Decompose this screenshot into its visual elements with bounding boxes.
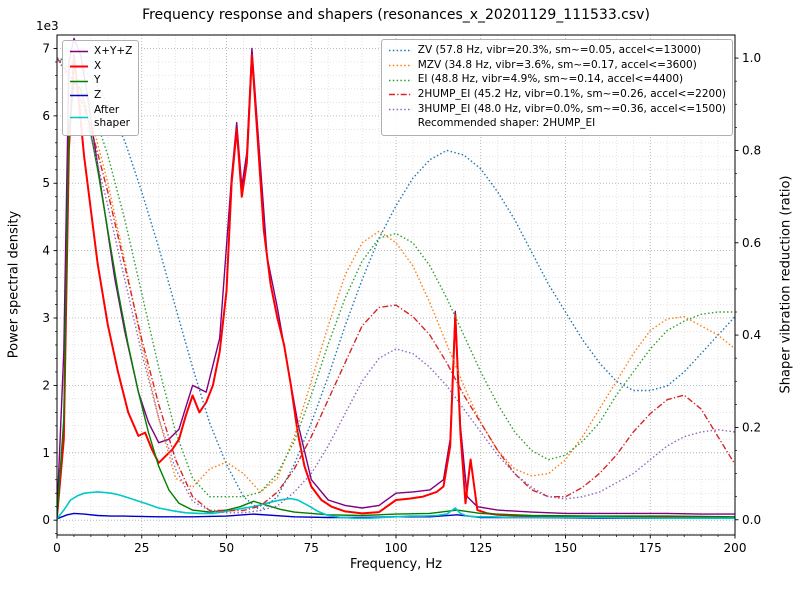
legend-label: EI (48.8 Hz, vibr=4.9%, sm~=0.14, accel<… bbox=[417, 73, 684, 86]
legend-item-z: Z bbox=[69, 89, 132, 103]
y-line-sample bbox=[70, 80, 88, 82]
mzv-line-sample bbox=[388, 64, 412, 67]
z-line-sample bbox=[70, 95, 88, 97]
legend-label: 2HUMP_EI (45.2 Hz, vibr=0.1%, sm~=0.26, … bbox=[417, 87, 726, 100]
legend-item-ei: EI (48.8 Hz, vibr=4.9%, sm~=0.14, accel<… bbox=[388, 73, 726, 87]
x-axis-label: Frequency, Hz bbox=[349, 557, 443, 572]
series-x-y-z-line bbox=[57, 37, 735, 515]
tick-label: 0.8 bbox=[742, 143, 761, 157]
series-after-shaper-line bbox=[57, 491, 735, 520]
tick-label: 0 bbox=[53, 541, 61, 555]
legend-psd: X+Y+Z X Y Z After shaper bbox=[62, 40, 140, 136]
tick-label: 0.4 bbox=[742, 328, 761, 342]
tick-label: 175 bbox=[639, 541, 662, 555]
legend-label: Y bbox=[94, 74, 101, 87]
legend-item: Recommended shaper: 2HUMP_EI bbox=[388, 117, 726, 131]
tick-label: 125 bbox=[469, 541, 492, 555]
ei-line-sample bbox=[388, 79, 412, 81]
legend-item-x-y-z: X+Y+Z bbox=[69, 45, 132, 59]
zv-line-sample bbox=[388, 50, 412, 52]
legend-label: 3HUMP_EI (48.0 Hz, vibr=0.0%, sm~=0.36, … bbox=[417, 102, 726, 115]
legend-item-2hump-ei: 2HUMP_EI (45.2 Hz, vibr=0.1%, sm~=0.26, … bbox=[388, 88, 726, 102]
y-axis-label-left: Power spectral density bbox=[6, 210, 22, 359]
legend-item-y: Y bbox=[69, 74, 132, 88]
3hump-ei-line-sample bbox=[388, 108, 412, 111]
legend-item-zv: ZV (57.8 Hz, vibr=20.3%, sm~=0.05, accel… bbox=[388, 44, 726, 58]
y-axis-offset-label: 1e3 bbox=[36, 19, 59, 33]
tick-label: 7 bbox=[42, 41, 50, 55]
legend-item-3hump-ei: 3HUMP_EI (48.0 Hz, vibr=0.0%, sm~=0.36, … bbox=[388, 103, 726, 117]
tick-label: 50 bbox=[219, 541, 234, 555]
tick-label: 100 bbox=[385, 541, 408, 555]
legend-item-mzv: MZV (34.8 Hz, vibr=3.6%, sm~=0.17, accel… bbox=[388, 59, 726, 73]
legend-label: After shaper bbox=[94, 103, 131, 130]
tick-label: 5 bbox=[42, 176, 50, 190]
x-y-z-line-sample bbox=[70, 51, 88, 53]
chart-title: Frequency response and shapers (resonanc… bbox=[142, 7, 650, 23]
tick-label: 2 bbox=[42, 378, 50, 392]
2hump-ei-line-sample bbox=[388, 93, 412, 96]
tick-label: 0.2 bbox=[742, 420, 761, 434]
legend-label: Recommended shaper: 2HUMP_EI bbox=[417, 117, 596, 130]
series-ei-line bbox=[57, 57, 735, 498]
x-line-sample bbox=[70, 65, 88, 68]
tick-label: 4 bbox=[42, 244, 50, 258]
legend-label: ZV (57.8 Hz, vibr=20.3%, sm~=0.05, accel… bbox=[417, 44, 702, 56]
tick-label: 1.0 bbox=[742, 51, 761, 65]
series-3hump-ei-line bbox=[57, 57, 735, 514]
tick-label: 1 bbox=[42, 446, 50, 460]
series-x-line bbox=[57, 54, 735, 519]
series-mzv-line bbox=[57, 57, 735, 493]
tick-label: 0 bbox=[42, 513, 50, 527]
tick-label: 75 bbox=[304, 541, 319, 555]
tick-label: 6 bbox=[42, 109, 50, 123]
tick-label: 3 bbox=[42, 311, 50, 325]
legend-item-x: X bbox=[69, 60, 132, 74]
series-2hump-ei-line bbox=[57, 57, 735, 512]
legend-item-after-shaper: After shaper bbox=[69, 104, 132, 131]
legend-label: Z bbox=[94, 88, 102, 101]
legend-label: X bbox=[94, 59, 102, 72]
tick-label: 25 bbox=[134, 541, 149, 555]
legend-label: MZV (34.8 Hz, vibr=3.6%, sm~=0.17, accel… bbox=[417, 58, 697, 71]
legend-shapers: ZV (57.8 Hz, vibr=20.3%, sm~=0.05, accel… bbox=[380, 39, 733, 136]
tick-label: 150 bbox=[554, 541, 577, 555]
legend-label: X+Y+Z bbox=[94, 45, 133, 57]
blank-line-sample bbox=[388, 119, 413, 130]
tick-label: 0.0 bbox=[742, 513, 761, 527]
y-axis-label-right: Shaper vibration reduction (ratio) bbox=[778, 175, 794, 394]
after-shaper-line-sample bbox=[70, 116, 88, 119]
tick-label: 0.6 bbox=[742, 236, 761, 250]
tick-label: 200 bbox=[724, 541, 747, 555]
